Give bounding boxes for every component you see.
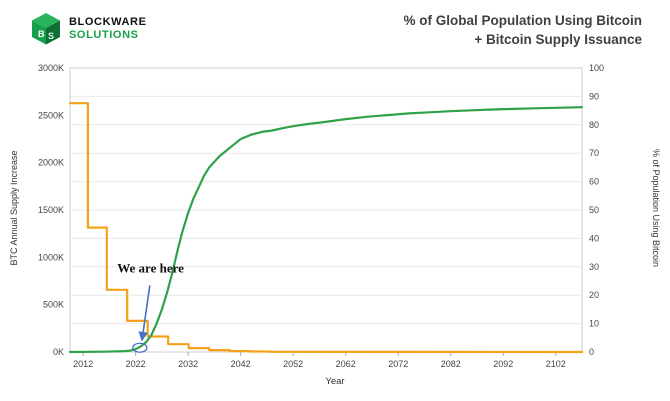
svg-text:90: 90 <box>589 91 599 101</box>
svg-text:20: 20 <box>589 290 599 300</box>
svg-text:80: 80 <box>589 120 599 130</box>
logo-line-solutions: SOLUTIONS <box>69 29 139 41</box>
svg-text:2062: 2062 <box>336 359 356 369</box>
svg-text:0K: 0K <box>53 347 64 357</box>
svg-text:2072: 2072 <box>388 359 408 369</box>
svg-text:B: B <box>38 29 45 39</box>
svg-text:0: 0 <box>589 347 594 357</box>
svg-text:10: 10 <box>589 319 599 329</box>
svg-text:S: S <box>48 31 54 41</box>
svg-text:2052: 2052 <box>283 359 303 369</box>
chart-title-line2: + Bitcoin Supply Issuance <box>474 31 642 47</box>
chart-area: 0K 500K 1000K 1500K 2000K 2500K 3000K 0 10 20 30 40… <box>0 58 670 398</box>
chart-plot: 0K 500K 1000K 1500K 2000K 2500K 3000K 0 10 20 30 40… <box>38 63 604 369</box>
page-header: B S BLOCKWARE SOLUTIONS % of Global Popu… <box>0 0 670 58</box>
svg-text:2092: 2092 <box>493 359 513 369</box>
svg-text:2082: 2082 <box>441 359 461 369</box>
svg-text:1500K: 1500K <box>38 205 64 215</box>
svg-text:2000K: 2000K <box>38 158 64 168</box>
logo-text: BLOCKWARE SOLUTIONS <box>69 16 147 41</box>
svg-text:1000K: 1000K <box>38 252 64 262</box>
svg-text:We are here: We are here <box>117 260 184 275</box>
svg-text:2022: 2022 <box>126 359 146 369</box>
svg-text:500K: 500K <box>43 300 64 310</box>
svg-text:100: 100 <box>589 63 604 73</box>
svg-text:2012: 2012 <box>73 359 93 369</box>
svg-text:2032: 2032 <box>178 359 198 369</box>
svg-text:70: 70 <box>589 148 599 158</box>
svg-text:40: 40 <box>589 233 599 243</box>
svg-text:2500K: 2500K <box>38 110 64 120</box>
svg-text:2042: 2042 <box>231 359 251 369</box>
right-axis-label: % of Population Using Bitcoin <box>651 148 661 268</box>
svg-text:50: 50 <box>589 205 599 215</box>
x-axis-label: Year <box>325 376 345 387</box>
svg-text:30: 30 <box>589 262 599 272</box>
cube-logo-icon: B S <box>32 13 60 45</box>
left-axis-label: BTC Annual Supply Increase <box>9 150 19 266</box>
svg-text:3000K: 3000K <box>38 63 64 73</box>
chart-title: % of Global Population Using Bitcoin + B… <box>404 12 643 50</box>
chart-title-line1: % of Global Population Using Bitcoin <box>403 13 643 28</box>
blockware-logo: B S BLOCKWARE SOLUTIONS <box>30 12 147 46</box>
logo-line-blockware: BLOCKWARE <box>69 16 147 29</box>
svg-text:2102: 2102 <box>546 359 566 369</box>
svg-text:60: 60 <box>589 177 599 187</box>
